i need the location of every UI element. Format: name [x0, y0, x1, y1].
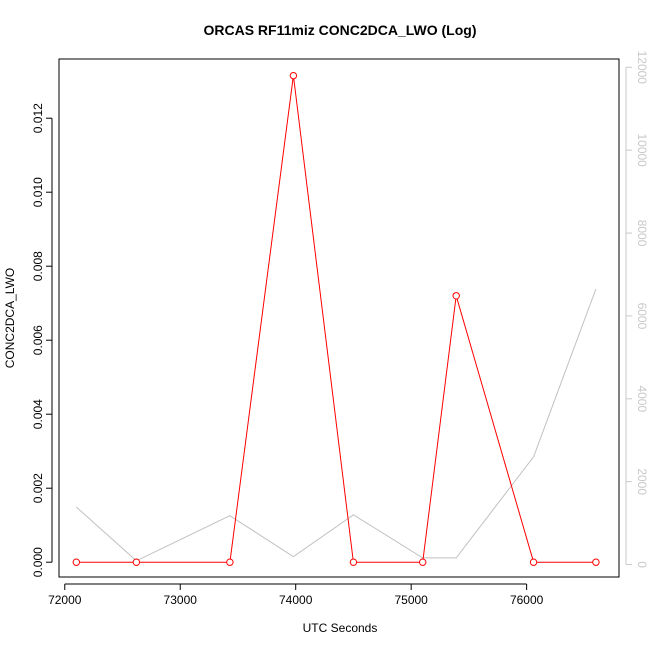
y-tick-label: 0.006	[31, 325, 45, 355]
series-layer	[72, 71, 600, 566]
data-point	[289, 71, 298, 80]
x-tick-label: 72000	[48, 593, 82, 607]
x-tick-label: 74000	[279, 593, 313, 607]
y-tick-label: 0.002	[31, 473, 45, 503]
y2-tick-label: 8000	[635, 220, 649, 247]
y-tick-label: 0.012	[31, 103, 45, 133]
data-point	[452, 292, 460, 300]
y-tick-label: 0.008	[31, 251, 45, 281]
x-tick-label: 76000	[510, 593, 544, 607]
x-tick-label: 75000	[394, 593, 428, 607]
data-point	[529, 558, 538, 566]
y2-tick-label: 0	[635, 561, 649, 568]
chart-title: ORCAS RF11miz CONC2DCA_LWO (Log)	[203, 22, 476, 38]
data-point	[419, 558, 427, 566]
y2-tick-label: 10000	[635, 133, 649, 167]
y-axis-label: CONC2DCA_LWO	[3, 268, 17, 368]
y2-tick-label: 12000	[635, 51, 649, 85]
data-point	[226, 558, 234, 566]
data-point	[72, 558, 81, 566]
data-point	[349, 558, 358, 566]
plot-frame	[58, 58, 620, 578]
x-tick-label: 73000	[164, 593, 198, 607]
y2-axis: 0 2000 4000 6000 8000 10000 12000	[625, 51, 649, 568]
y-tick-label: 0.000	[31, 547, 45, 577]
y2-tick-label: 4000	[635, 385, 649, 412]
data-point	[132, 558, 141, 566]
series-line-right	[75, 288, 597, 562]
y2-tick-label: 6000	[635, 303, 649, 330]
y2-tick-label: 2000	[635, 468, 649, 495]
data-point	[592, 558, 600, 566]
y-tick-label: 0.004	[31, 399, 45, 429]
x-axis: 72000 73000 74000 75000 76000	[48, 583, 544, 607]
y-tick-label: 0.010	[31, 177, 45, 207]
x-axis-label: UTC Seconds	[303, 621, 378, 635]
y-axis: 0.000 0.002 0.004 0.006 0.008 0.010 0.012	[31, 103, 53, 577]
